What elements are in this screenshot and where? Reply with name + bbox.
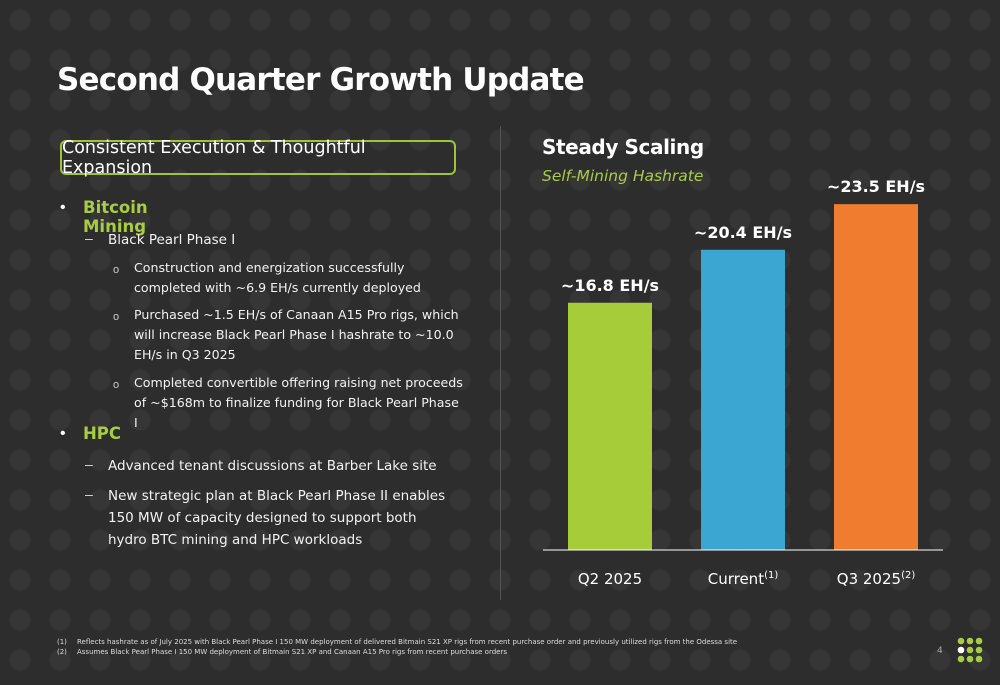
item-tenant-discussions: Advanced tenant discussions at Barber La… <box>108 458 437 474</box>
bullet-icon: • <box>60 199 66 216</box>
chart-title: Steady Scaling <box>542 135 704 159</box>
footnote-text: Assumes Black Pearl Phase I 150 MW deplo… <box>77 647 507 656</box>
dash-icon: – <box>85 486 93 502</box>
category-label: Q2 2025 <box>578 570 642 588</box>
footnote-2: (2) Assumes Black Pearl Phase I 150 MW d… <box>57 648 737 658</box>
circle-bullet-icon: o <box>113 311 120 323</box>
category-label: Q3 2025(2) <box>837 570 916 588</box>
dash-icon: – <box>85 456 93 472</box>
section-heading-box: Consistent Execution & Thoughtful Expans… <box>60 137 456 178</box>
bar-q2-2025 <box>568 302 652 550</box>
data-label: ~16.8 EH/s <box>561 276 659 295</box>
item-black-pearl-phase-1: Black Pearl Phase I <box>108 232 236 248</box>
data-label: ~20.4 EH/s <box>694 223 792 242</box>
section-heading: Consistent Execution & Thoughtful Expans… <box>62 137 366 178</box>
footnotes: (1) Reflects hashrate as of July 2025 wi… <box>57 638 737 657</box>
subitem-construction: Construction and energization successful… <box>134 260 421 295</box>
bar-current <box>701 249 785 550</box>
column-divider <box>500 126 501 600</box>
page-number: 4 <box>937 646 943 656</box>
footnote-mark: (2) <box>57 647 67 656</box>
dash-icon: – <box>85 230 93 246</box>
data-label: ~23.5 EH/s <box>827 177 925 196</box>
group-heading-bitcoin-mining: Bitcoin Mining <box>83 198 148 236</box>
subitem-convertible: Completed convertible offering raising n… <box>134 375 463 430</box>
chart-subtitle: Self-Mining Hashrate <box>542 167 704 185</box>
footnote-mark: (1) <box>57 638 67 646</box>
bullet-icon: • <box>60 425 66 442</box>
footnote-text: Reflects hashrate as of July 2025 with B… <box>77 638 738 646</box>
circle-bullet-icon: o <box>113 264 120 276</box>
group-heading-hpc: HPC <box>83 424 122 443</box>
bar-q3-2025 <box>834 204 918 550</box>
category-label: Current(1) <box>708 570 779 588</box>
item-strategic-plan: New strategic plan at Black Pearl Phase … <box>108 488 446 548</box>
footnote-1: (1) Reflects hashrate as of July 2025 wi… <box>57 638 737 648</box>
slide-title: Second Quarter Growth Update <box>57 62 585 98</box>
subitem-purchased: Purchased ~1.5 EH/s of Canaan A15 Pro ri… <box>134 307 459 362</box>
dot-grid-logo-icon <box>957 637 983 663</box>
circle-bullet-icon: o <box>113 379 120 391</box>
